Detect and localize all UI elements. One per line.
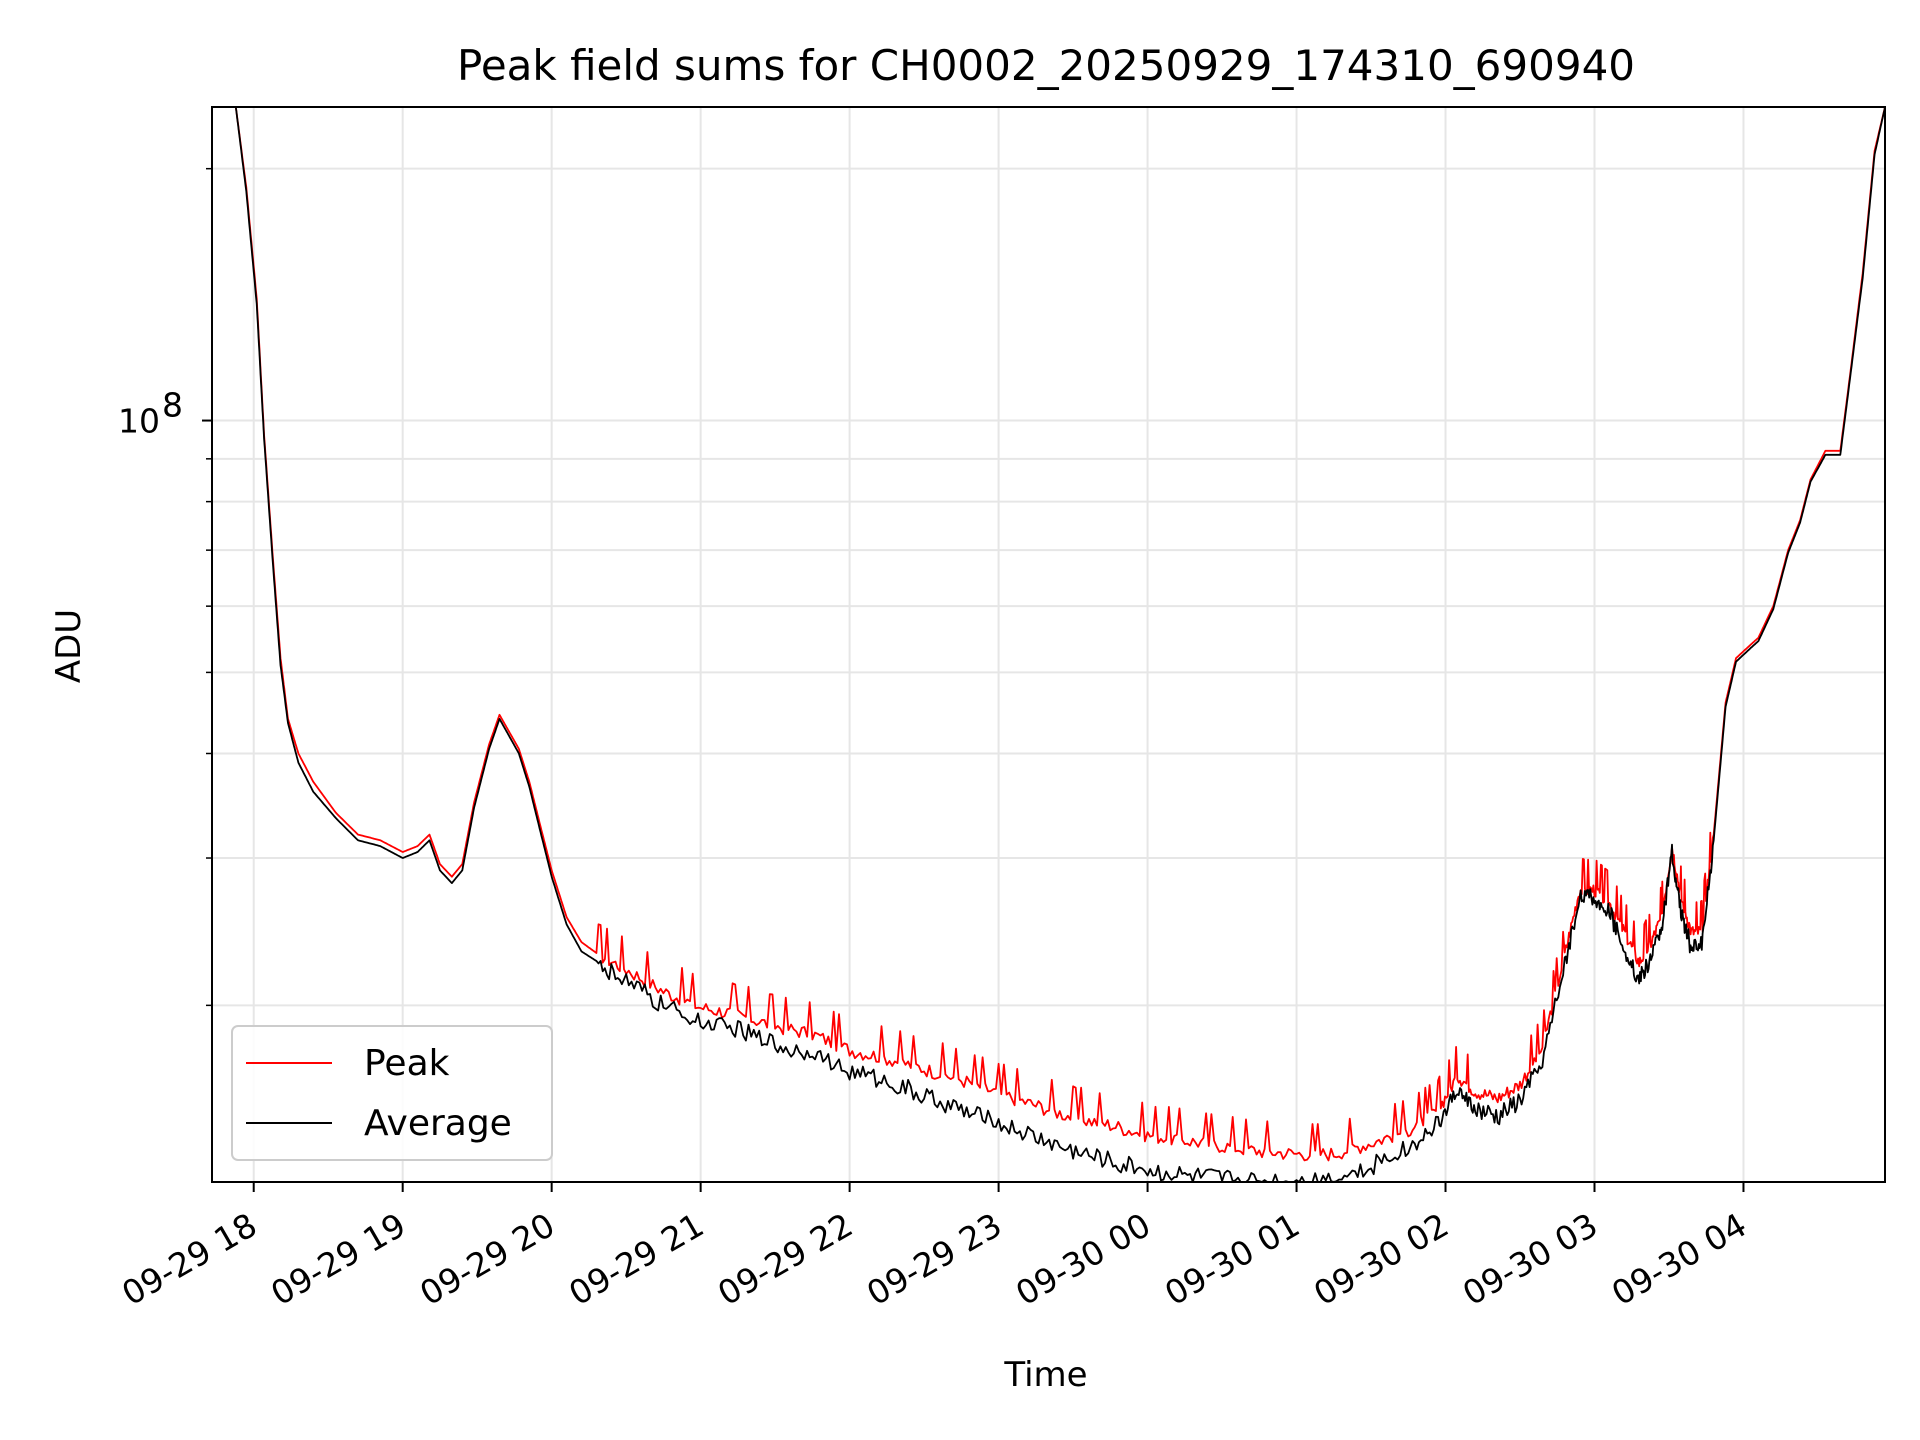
y-tick-label-exponent: 8 [162, 386, 183, 425]
average-series-line [212, 106, 1886, 1183]
legend-average-label: Average [364, 1103, 512, 1144]
y-axis-label: ADU [49, 609, 89, 683]
legend: Peak Average [231, 1025, 553, 1161]
chart-title: Peak field sums for CH0002_20250929_1743… [457, 41, 1635, 90]
plot-area [212, 106, 1886, 1183]
y-axis: 10 8 [118, 167, 212, 1007]
y-tick-label: 10 [118, 402, 160, 441]
grid [212, 107, 1885, 1182]
legend-box [231, 1025, 553, 1161]
legend-peak-label: Peak [364, 1043, 450, 1084]
x-axis-label: Time [1003, 1355, 1087, 1395]
plot-frame [211, 106, 1886, 1183]
